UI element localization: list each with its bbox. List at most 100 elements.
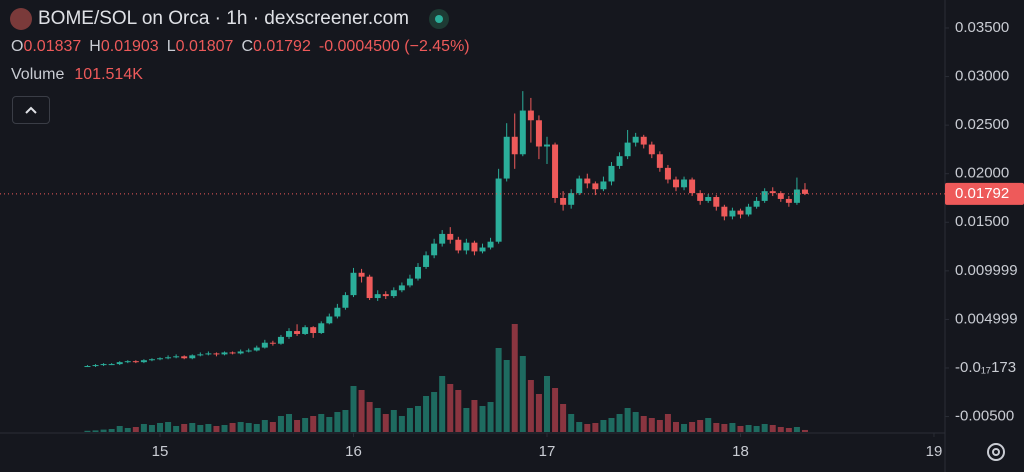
candle-body	[350, 272, 357, 296]
volume-layer	[84, 324, 808, 432]
gear-icon[interactable]	[987, 443, 1005, 461]
candle-body	[318, 323, 325, 334]
volume-bar	[148, 425, 155, 432]
candle-body	[213, 353, 220, 355]
candle-body	[495, 178, 502, 242]
candle-body	[431, 243, 438, 256]
volume-bar	[447, 384, 454, 432]
volume-bar	[689, 422, 696, 432]
volume-bar	[229, 423, 236, 432]
candle-body	[261, 342, 268, 348]
candle-body	[584, 178, 591, 184]
volume-bar	[624, 408, 631, 432]
volume-bar	[552, 388, 559, 432]
collapse-button[interactable]	[12, 96, 50, 124]
volume-bar	[181, 424, 188, 432]
volume-bar	[713, 423, 720, 432]
volume-bar	[165, 422, 172, 432]
volume-bar	[584, 424, 591, 432]
candle-body	[390, 290, 397, 297]
candle-body	[398, 285, 405, 291]
candle-body	[197, 354, 204, 356]
volume-row: Volume 101.514K	[11, 66, 143, 84]
volume-bar	[495, 348, 502, 432]
volume-bar	[801, 429, 808, 432]
volume-bar	[503, 360, 510, 432]
candle-body	[616, 156, 623, 166]
volume-bar	[664, 414, 671, 432]
candle-body	[237, 351, 244, 354]
volume-bar	[560, 404, 567, 432]
candle-body	[116, 362, 123, 365]
candle-body	[173, 356, 180, 358]
volume-bar	[116, 426, 123, 432]
candle-body	[543, 144, 550, 147]
ohlc-row: O 0.01837 H 0.01903 L 0.01807 C 0.01792 -0.00045…	[11, 38, 470, 56]
candle-body	[205, 353, 212, 355]
volume-bar	[286, 414, 293, 432]
candle-body	[406, 278, 413, 286]
candle-body	[463, 242, 470, 251]
volume-bar	[777, 427, 784, 432]
candle-body	[189, 355, 196, 359]
settings-button[interactable]	[987, 443, 1005, 461]
candle-body	[310, 327, 317, 334]
last-price-label: 0.01792	[955, 185, 1009, 202]
candle-body	[439, 233, 446, 244]
candle-body	[302, 327, 309, 334]
candle-body	[519, 110, 526, 155]
volume-bar	[697, 420, 704, 432]
volume-bar	[431, 392, 438, 432]
volume-bar	[592, 423, 599, 432]
volume-bar	[535, 394, 542, 432]
candle-body	[140, 360, 147, 363]
volume-bar	[237, 422, 244, 432]
candle-body	[84, 366, 91, 368]
candle-body	[108, 364, 115, 366]
candle-body	[745, 206, 752, 215]
candle-body	[672, 179, 679, 188]
volume-bar	[253, 424, 260, 432]
volume-bar	[334, 412, 341, 432]
candle-body	[358, 272, 365, 277]
candle-body	[785, 198, 792, 203]
volume-bar	[173, 426, 180, 432]
candle-body	[801, 189, 808, 194]
volume-bar	[302, 418, 309, 432]
candle-body	[382, 294, 389, 297]
ohlc-value: 0.01837	[23, 38, 82, 55]
y-tick-label: -0.00500	[955, 408, 1014, 425]
last-price-tag	[945, 182, 1024, 205]
change: -0.0004500 (−2.45%)	[318, 38, 470, 55]
candle-body	[689, 179, 696, 194]
volume-bar	[608, 418, 615, 432]
volume-value: 101.514K	[74, 66, 143, 83]
volume-bar	[632, 412, 639, 432]
volume-bar	[382, 414, 389, 432]
volume-bar	[519, 356, 526, 432]
y-tick-label: 0.03500	[955, 19, 1009, 36]
volume-bar	[423, 396, 430, 432]
candle-body	[124, 361, 131, 363]
volume-bar	[358, 390, 365, 432]
volume-bar	[761, 424, 768, 432]
candle-body	[552, 144, 559, 198]
ohlc-label: H	[89, 38, 101, 55]
candle-body	[705, 197, 712, 201]
candle-body	[729, 210, 736, 217]
volume-bar	[737, 426, 744, 432]
x-tick-label: 16	[345, 443, 362, 460]
volume-bar	[140, 424, 147, 432]
volume-bar	[342, 410, 349, 432]
volume-bar	[681, 424, 688, 432]
candle-body	[624, 142, 631, 157]
chevron-up	[25, 106, 37, 114]
volume-bar	[455, 390, 462, 432]
volume-bar	[479, 406, 486, 432]
y-tick-label: 0.01500	[955, 213, 1009, 230]
volume-bar	[656, 420, 663, 432]
volume-bar	[793, 427, 800, 432]
candle-body	[229, 352, 236, 354]
volume-bar	[745, 425, 752, 432]
candle-body	[92, 365, 99, 367]
